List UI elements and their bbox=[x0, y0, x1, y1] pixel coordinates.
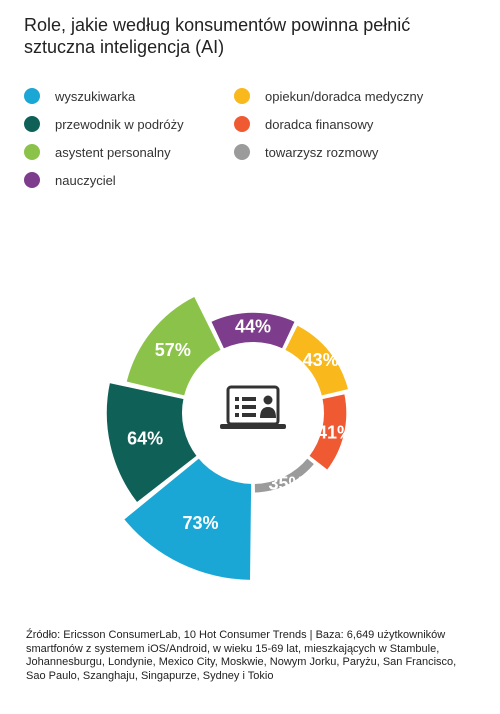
value-label-3: 44% bbox=[235, 316, 271, 336]
segment-5 bbox=[306, 391, 349, 473]
chart-center bbox=[193, 353, 313, 473]
segment-4 bbox=[282, 323, 351, 398]
value-label-5: 41% bbox=[317, 423, 353, 443]
segment-6 bbox=[252, 455, 317, 495]
legend-label: asystent personalny bbox=[55, 144, 171, 160]
segment-2 bbox=[124, 294, 224, 398]
radial-donut-chart: 73% 64% 57% 44% 43% 41% 35% bbox=[104, 294, 353, 582]
legend-swatch bbox=[234, 88, 250, 104]
legend-item-doradca-finansowy: doradca finansowy bbox=[234, 114, 373, 134]
legend-swatch bbox=[234, 116, 250, 132]
legend-label: wyszukiwarka bbox=[55, 88, 136, 104]
chart-value-labels: 73% 64% 57% 44% 43% 41% 35% bbox=[127, 316, 353, 533]
legend-label: doradca finansowy bbox=[265, 116, 374, 132]
source-footnote: Źródło: Ericsson ConsumerLab, 10 Hot Con… bbox=[26, 629, 457, 682]
legend-label: towarzysz rozmowy bbox=[265, 144, 379, 160]
legend-swatch bbox=[24, 144, 40, 160]
legend-swatch bbox=[234, 144, 250, 160]
presentation-screen-icon bbox=[220, 385, 286, 429]
segment-1 bbox=[104, 380, 200, 505]
value-label-2: 57% bbox=[155, 340, 191, 360]
legend-item-opiekun: opiekun/doradca medyczny bbox=[234, 86, 423, 106]
legend-label: przewodnik w podróży bbox=[55, 116, 184, 132]
legend-item-wyszukiwarka: wyszukiwarka bbox=[24, 86, 135, 106]
segment-0 bbox=[121, 455, 254, 582]
legend-label: nauczyciel bbox=[55, 172, 116, 188]
value-label-0: 73% bbox=[183, 513, 219, 533]
legend-swatch bbox=[24, 116, 40, 132]
legend-swatch bbox=[24, 172, 40, 188]
legend-label: opiekun/doradca medyczny bbox=[265, 88, 424, 104]
legend-item-towarzysz: towarzysz rozmowy bbox=[234, 142, 378, 162]
value-label-1: 64% bbox=[127, 429, 163, 449]
value-label-6: 35% bbox=[269, 474, 305, 494]
value-label-4: 43% bbox=[303, 350, 339, 370]
segment-3 bbox=[208, 310, 298, 351]
legend-item-asystent: asystent personalny bbox=[24, 142, 171, 162]
chart-title: Role, jakie według konsumentów powinna p… bbox=[24, 15, 411, 57]
chart-legend: wyszukiwarka przewodnik w podróży asyste… bbox=[24, 86, 484, 196]
legend-item-przewodnik: przewodnik w podróży bbox=[24, 114, 184, 134]
chart-segments bbox=[104, 294, 351, 582]
legend-swatch bbox=[24, 88, 40, 104]
legend-item-nauczyciel: nauczyciel bbox=[24, 170, 116, 190]
